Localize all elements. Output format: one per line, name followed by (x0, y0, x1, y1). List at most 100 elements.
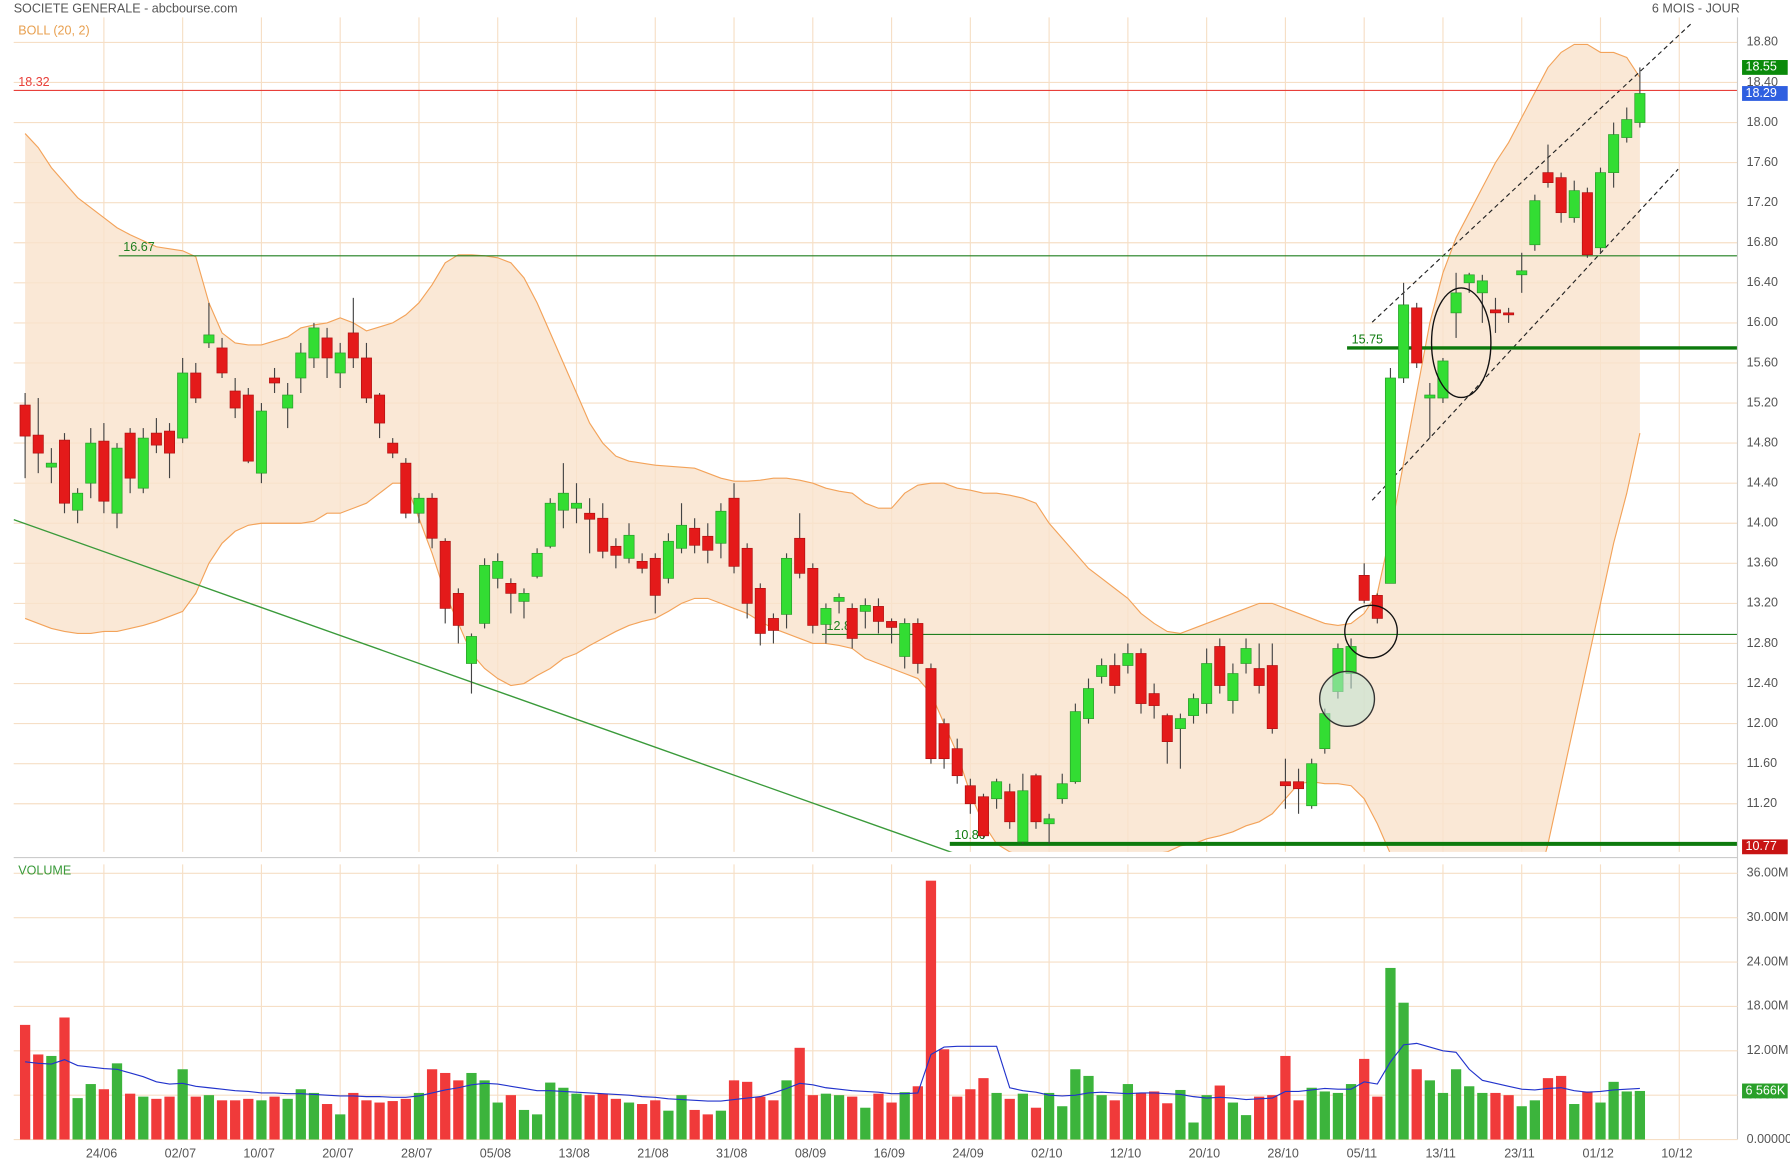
candle-body (1345, 646, 1357, 674)
candle-body (886, 621, 898, 628)
volume-bar (1188, 1122, 1199, 1140)
volume-bar (742, 1081, 753, 1140)
volume-bar (151, 1098, 162, 1140)
volume-bar (1385, 967, 1396, 1140)
volume-bar (400, 1098, 411, 1140)
volume-bar (584, 1095, 595, 1140)
candle-body (374, 394, 386, 424)
candle-body (413, 497, 425, 514)
volume-bar (1280, 1055, 1291, 1140)
y-tick-label: 12.40 (1747, 676, 1778, 690)
candle-body (1516, 270, 1528, 276)
volume-bar (1542, 1078, 1554, 1140)
volume-bar (413, 1092, 425, 1140)
volume-bar (216, 1100, 228, 1140)
candle-body (1096, 665, 1108, 677)
candle-body (820, 608, 832, 625)
candle-body (1450, 292, 1462, 314)
candle-body (1188, 698, 1200, 716)
candle-body (649, 557, 661, 596)
candle-body (295, 352, 307, 379)
candle-body (689, 527, 701, 546)
candle-body (269, 377, 281, 384)
candle-body (72, 492, 84, 511)
candle-body (1161, 715, 1173, 742)
x-tick-label: 13/08 (559, 1147, 590, 1161)
volume-bar (1411, 1069, 1422, 1140)
x-tick-label: 20/10 (1189, 1147, 1220, 1161)
circle-marker (1430, 287, 1492, 399)
volume-bar (1004, 1098, 1015, 1140)
volume-bar (1017, 1093, 1028, 1140)
candle-body (282, 394, 294, 409)
chart-title: SOCIETE GENERALE - abcbourse.com (14, 2, 238, 16)
volume-bar (1608, 1081, 1619, 1140)
volume-tag-label: 6 566K (1745, 1083, 1785, 1097)
candle-body (1384, 377, 1396, 584)
volume-bar (321, 1104, 333, 1140)
candle-body (1174, 718, 1186, 729)
candle-body (1293, 781, 1305, 790)
markers (1318, 287, 1492, 727)
volume-bar (571, 1093, 582, 1140)
candle-body (571, 502, 582, 509)
volume-bar (1201, 1095, 1212, 1140)
band-line (24, 43, 1641, 635)
volume-bar (125, 1093, 136, 1140)
candle-body (1358, 575, 1370, 601)
candle-body (938, 723, 950, 760)
volume-bar (1555, 1075, 1567, 1140)
volume-bar (492, 1102, 503, 1140)
volume-bar (728, 1080, 740, 1140)
candle-body (1253, 668, 1265, 686)
candle-body (1266, 665, 1278, 729)
candle-body (1279, 781, 1291, 787)
volume-bar (1582, 1091, 1593, 1140)
candle-body (308, 327, 320, 359)
volume-bar (466, 1072, 477, 1140)
candle-body (45, 462, 57, 468)
volume-bar (282, 1098, 293, 1140)
candle-body (1214, 646, 1226, 686)
volume-bar (1437, 1092, 1449, 1140)
volume-bar (1398, 1002, 1409, 1140)
candle-body (59, 439, 70, 504)
candle-body (1503, 312, 1515, 316)
y-tick-label: 16.00 (1747, 315, 1778, 329)
level-label: 15.75 (1352, 332, 1383, 346)
candle-body (465, 636, 477, 664)
candle-body (321, 337, 333, 359)
y-tick-label: 18.80 (1747, 35, 1778, 49)
volume-bar (426, 1069, 438, 1140)
candle-body (518, 593, 530, 602)
x-tick-label: 16/09 (874, 1147, 905, 1161)
y-tick-label: 18.00 (1747, 115, 1778, 129)
candle-body (597, 517, 609, 552)
candle-body (426, 497, 438, 539)
volume-bar (138, 1096, 149, 1140)
volume-bar (1057, 1106, 1068, 1140)
volume-bar (873, 1093, 884, 1140)
candle-body (190, 372, 202, 399)
candle-body (794, 537, 806, 574)
candle-body (1240, 648, 1252, 664)
candle-body (203, 334, 215, 344)
level-label: 18.32 (18, 75, 49, 89)
candle-body (702, 535, 714, 551)
volume-bar (768, 1100, 779, 1140)
candle-body (32, 434, 44, 454)
candle-body (137, 437, 149, 489)
indicator-label: BOLL (20, 2) (18, 23, 89, 37)
volume-bar (623, 1102, 635, 1140)
candle-body (229, 390, 241, 409)
volume-bar (1070, 1069, 1081, 1140)
volume-bar (518, 1109, 530, 1140)
candle-body (479, 564, 491, 624)
volume-bar (269, 1096, 280, 1140)
circle-marker (1318, 670, 1376, 727)
volume-bar (348, 1092, 359, 1140)
volume-bar (1424, 1080, 1435, 1140)
x-tick-label: 12/10 (1110, 1147, 1141, 1161)
y-tick-label: 16.40 (1747, 275, 1778, 289)
candle-body (544, 502, 556, 547)
